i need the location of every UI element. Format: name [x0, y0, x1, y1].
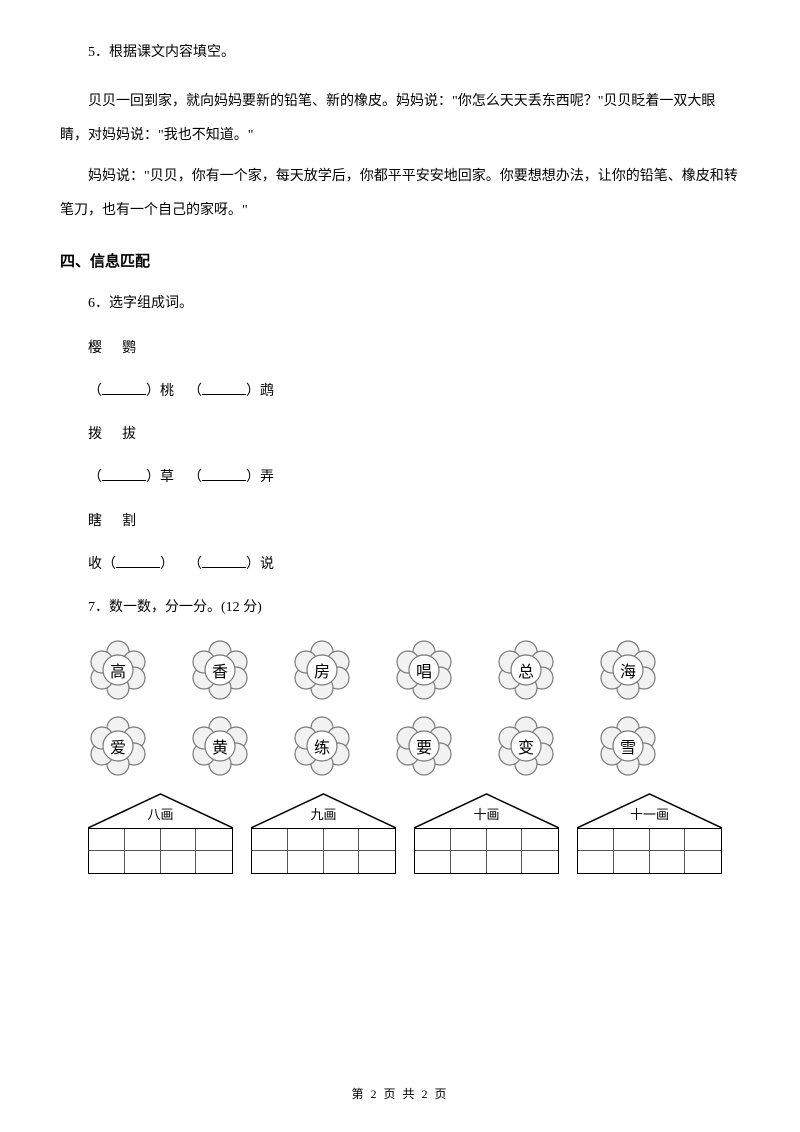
flower-char: 总: [518, 658, 534, 682]
flower-item: 香: [190, 640, 250, 700]
house-grid[interactable]: [414, 828, 559, 874]
house-roof: 十一画: [577, 792, 722, 828]
flower-char: 黄: [212, 734, 228, 758]
blank-field[interactable]: [202, 554, 246, 568]
house-grid[interactable]: [88, 828, 233, 874]
q5-number: 5．根据课文内容填空。: [60, 40, 740, 65]
flower-item: 黄: [190, 716, 250, 776]
house-label: 十一画: [577, 804, 722, 823]
fill-suffix: ）弄: [246, 470, 274, 485]
flower-char: 雪: [620, 734, 636, 758]
flower-char: 爱: [110, 734, 126, 758]
q6-fill-2: （ ）草 （ ）弄: [60, 465, 740, 490]
flower-char: 房: [314, 658, 330, 682]
fill-suffix: ）说: [246, 557, 274, 572]
flower-item: 雪: [598, 716, 658, 776]
q6-fill-1: （ ）桃 （ ）鹉: [60, 379, 740, 404]
house-item: 十画: [414, 792, 559, 874]
q6-number: 6．选字组成词。: [60, 291, 740, 316]
flower-row-2: 爱 黄 练 要: [88, 716, 740, 776]
blank-field[interactable]: [202, 467, 246, 481]
q6-char-2a: 拨: [88, 427, 102, 442]
flower-item: 高: [88, 640, 148, 700]
paren-open: （: [188, 384, 202, 399]
fill-suffix: ）鹉: [246, 384, 274, 399]
flower-char: 练: [314, 734, 330, 758]
blank-field[interactable]: [202, 381, 246, 395]
blank-field[interactable]: [102, 381, 146, 395]
q6-char-2b: 拔: [122, 427, 136, 442]
flower-item: 房: [292, 640, 352, 700]
house-label: 九画: [251, 804, 396, 823]
house-label: 十画: [414, 804, 559, 823]
q6-fill-3: 收（ ） （ ）说: [60, 552, 740, 577]
q6-pair-3: 瞎割: [60, 509, 740, 534]
blank-field[interactable]: [116, 554, 160, 568]
flower-item: 练: [292, 716, 352, 776]
q5-paragraph-2: 妈妈说："贝贝，你有一个家，每天放学后，你都平平安安地回家。你要想想办法，让你的…: [60, 160, 740, 227]
q7-diagram: 高 香 房 唱: [60, 640, 740, 874]
q6-char-1a: 樱: [88, 341, 102, 356]
flower-item: 总: [496, 640, 556, 700]
house-item: 八画: [88, 792, 233, 874]
q7-number: 7．数一数，分一分。(12 分): [60, 595, 740, 620]
fill-suffix: ）桃: [146, 384, 174, 399]
flower-char: 海: [620, 658, 636, 682]
flower-char: 变: [518, 734, 534, 758]
house-item: 九画: [251, 792, 396, 874]
q6-char-1b: 鹦: [122, 341, 136, 356]
flower-row-1: 高 香 房 唱: [88, 640, 740, 700]
house-row: 八画 九画 十画 十一: [88, 792, 740, 874]
house-roof: 八画: [88, 792, 233, 828]
house-item: 十一画: [577, 792, 722, 874]
fill-prefix: 收（: [88, 557, 116, 572]
house-roof: 十画: [414, 792, 559, 828]
paren-open: （: [188, 470, 202, 485]
q6-char-3b: 割: [122, 514, 136, 529]
q5-paragraph-1: 贝贝一回到家，就向妈妈要新的铅笔、新的橡皮。妈妈说："你怎么天天丢东西呢？"贝贝…: [60, 85, 740, 152]
q6-char-3a: 瞎: [88, 514, 102, 529]
flower-char: 高: [110, 658, 126, 682]
flower-char: 香: [212, 658, 228, 682]
page-footer: 第 2 页 共 2 页: [0, 1085, 800, 1102]
house-grid[interactable]: [577, 828, 722, 874]
q6-pair-1: 樱鹦: [60, 336, 740, 361]
house-roof: 九画: [251, 792, 396, 828]
paren-close: ）: [160, 557, 174, 572]
flower-item: 海: [598, 640, 658, 700]
paren-open: （: [188, 557, 202, 572]
flower-item: 变: [496, 716, 556, 776]
blank-field[interactable]: [102, 467, 146, 481]
q6-pair-2: 拨拔: [60, 422, 740, 447]
section-4-title: 四、信息匹配: [60, 250, 740, 271]
flower-item: 爱: [88, 716, 148, 776]
paren-open: （: [88, 384, 102, 399]
flower-char: 唱: [416, 658, 432, 682]
flower-item: 唱: [394, 640, 454, 700]
fill-suffix: ）草: [146, 470, 174, 485]
house-label: 八画: [88, 804, 233, 823]
house-grid[interactable]: [251, 828, 396, 874]
paren-open: （: [88, 470, 102, 485]
flower-item: 要: [394, 716, 454, 776]
flower-char: 要: [416, 734, 432, 758]
